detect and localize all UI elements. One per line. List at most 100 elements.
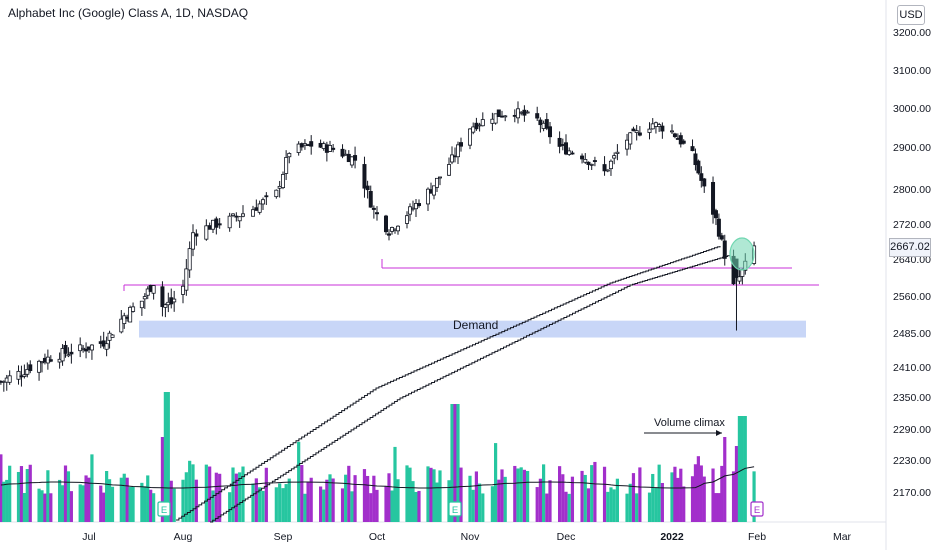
candle-body (612, 155, 617, 159)
volume-bar (570, 476, 575, 522)
volume-bar (657, 464, 661, 522)
candle-body (250, 209, 255, 217)
y-tick-label: 2720.00 (893, 219, 931, 231)
volume-bar (110, 486, 115, 522)
x-tick-label: Nov (461, 531, 480, 543)
candle-body (110, 334, 115, 338)
candle-body (625, 139, 630, 150)
candle-body (564, 142, 569, 155)
last-price-badge: 2667.02 (889, 238, 931, 257)
volume-bar (447, 480, 451, 522)
volume-bar (673, 466, 677, 522)
currency-selector[interactable]: USD (897, 5, 925, 25)
volume-bar (384, 486, 388, 522)
x-tick-label: Aug (174, 531, 193, 543)
candle-body (425, 188, 430, 205)
volume-bar (131, 486, 135, 522)
candle-body (395, 225, 400, 232)
volume-bar (353, 475, 357, 522)
volume-bar (234, 473, 238, 522)
candle-body (37, 360, 42, 373)
volume-bar (535, 487, 539, 522)
candle-body (690, 146, 695, 152)
volume-bar (676, 477, 680, 522)
candle-body (477, 124, 482, 127)
candle-body (602, 164, 607, 172)
volume-bar (408, 467, 412, 522)
y-tick-label: 2800.00 (893, 184, 931, 196)
volume-bar (690, 476, 695, 522)
candle-body (519, 111, 524, 114)
volume-bar (0, 454, 3, 522)
volume-bar (300, 465, 304, 522)
volume-bar (526, 470, 530, 522)
volume-bar (208, 466, 212, 522)
volume-bar (590, 465, 594, 522)
candle-body (653, 122, 658, 127)
x-tick-label: Oct (369, 531, 385, 543)
demand-zone-label: Demand (453, 318, 499, 332)
volume-bar (387, 473, 391, 522)
volume-bar (60, 485, 65, 522)
candle-body (503, 115, 508, 118)
candle-body (180, 285, 185, 295)
candle-body (48, 359, 53, 362)
volume-bar (306, 481, 310, 522)
candle-body (660, 125, 665, 132)
candle-body (672, 133, 677, 138)
volume-bar (602, 466, 607, 522)
candle-body (60, 348, 65, 362)
volume-bar (331, 478, 335, 522)
candle-body (327, 145, 332, 152)
volume-bar (638, 467, 642, 522)
volume-bar (417, 490, 421, 522)
volume-bar (19, 466, 24, 522)
volume-bar (81, 485, 85, 522)
volume-bar (714, 493, 718, 522)
candle-body (446, 164, 451, 176)
candle-body (204, 225, 209, 240)
candle-body (346, 153, 351, 163)
volume-bar (459, 467, 463, 522)
volume-bar (188, 460, 192, 522)
volume-bar (146, 475, 150, 522)
volume-bar (78, 484, 82, 522)
volume-bar (696, 456, 700, 522)
volume-bar (740, 416, 744, 522)
volume-bar (49, 493, 53, 522)
volume-average-line (0, 466, 755, 489)
candle-body (431, 185, 436, 196)
volume-bar (340, 488, 345, 522)
x-tick-label: Feb (748, 531, 766, 543)
volume-bar (160, 437, 165, 522)
candle-body (131, 306, 136, 312)
candle-body (210, 219, 215, 230)
x-tick-label: Sep (274, 531, 293, 543)
volume-bar (204, 464, 208, 522)
volume-bar (8, 465, 12, 522)
candle-body (349, 156, 354, 166)
volume-bar (583, 474, 587, 522)
candle-body (324, 144, 329, 153)
candle-body (557, 137, 562, 147)
candle-body (240, 213, 245, 217)
x-tick-label: Mar (833, 531, 852, 543)
volume-bar (169, 480, 173, 522)
candle-body (713, 210, 718, 219)
candle-body (589, 163, 594, 166)
candle-body (474, 122, 479, 130)
volume-bar (654, 487, 658, 522)
candle-body (548, 126, 553, 138)
candle-body (407, 206, 412, 215)
volume-bar (287, 478, 291, 522)
volume-bar (679, 468, 683, 522)
candle-body (608, 160, 613, 170)
candle-body (449, 154, 454, 163)
volume-bar (471, 489, 475, 522)
volume-bar (325, 479, 329, 522)
volume-bar (105, 470, 109, 522)
volume-bar (84, 475, 88, 522)
volume-bar (450, 404, 454, 522)
candle-body (66, 354, 71, 357)
candle-body (306, 144, 311, 146)
